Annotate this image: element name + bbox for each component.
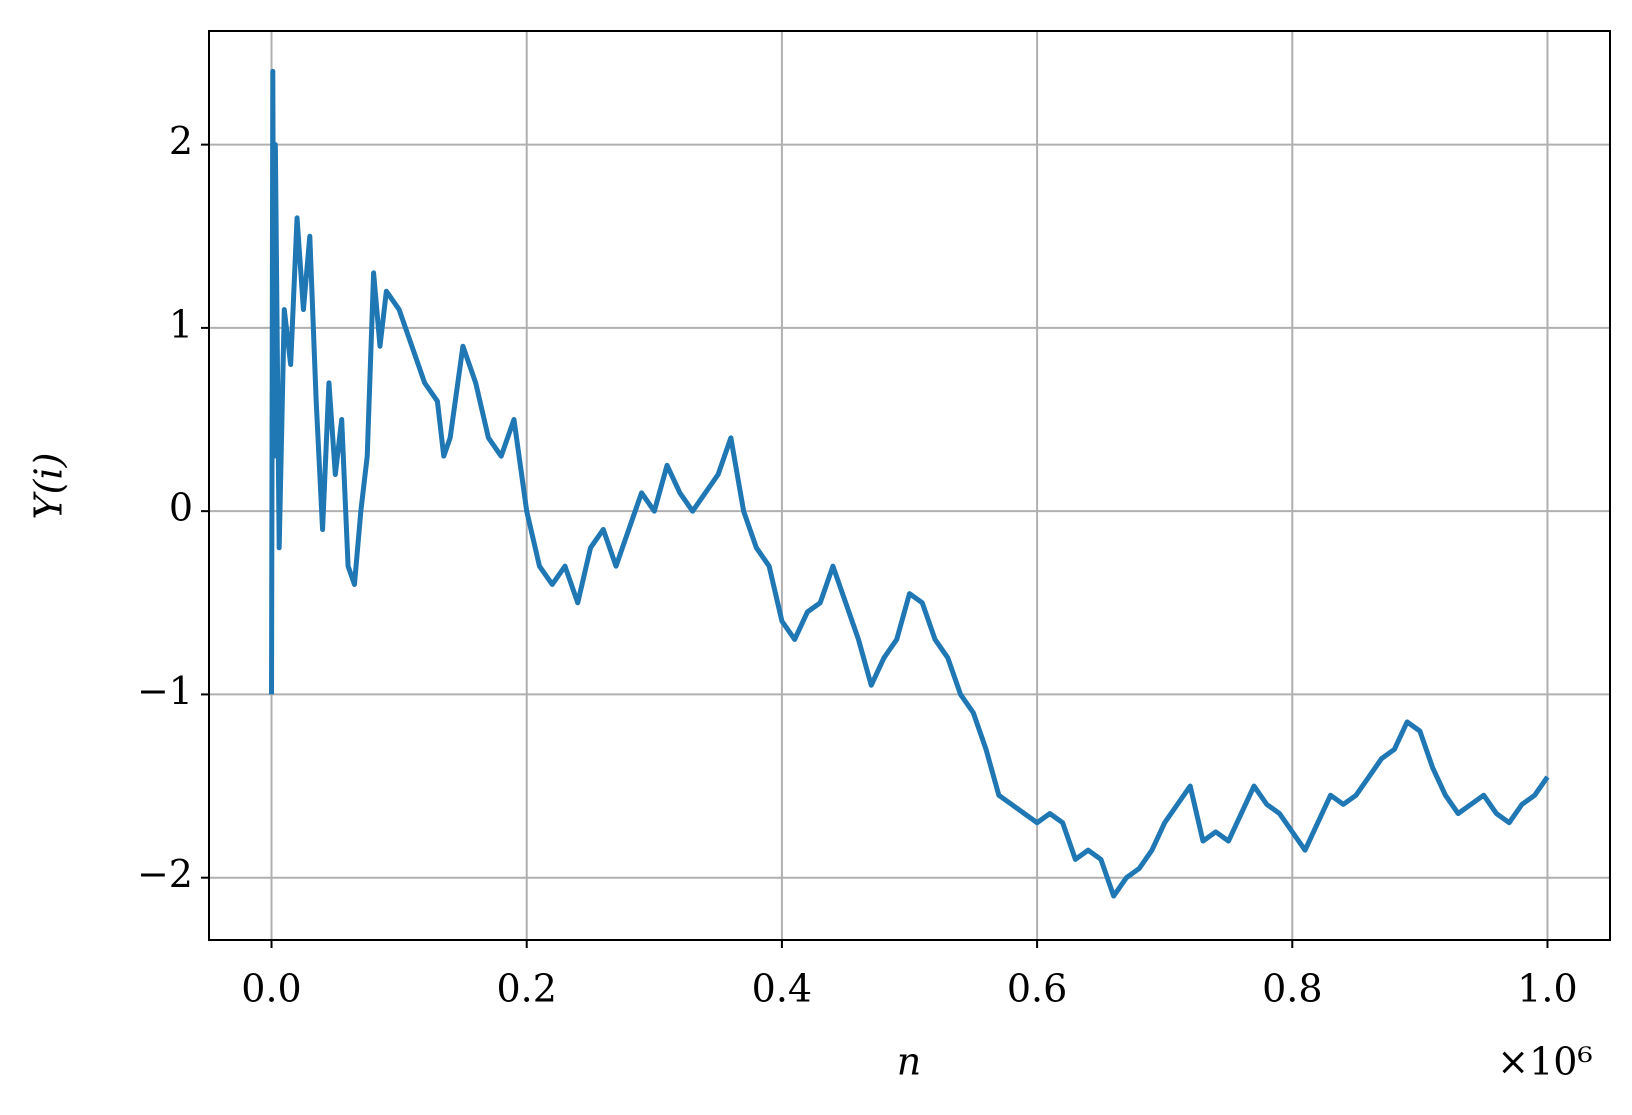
- y-tick-label: 0: [169, 486, 193, 530]
- y-tick-label: −2: [137, 852, 193, 896]
- x-tick-label: 0.0: [241, 967, 301, 1011]
- x-tick-label: 0.4: [752, 967, 812, 1011]
- y-tick-label: 1: [169, 302, 193, 346]
- y-tick-label: −1: [137, 669, 193, 713]
- x-tick-label: 0.8: [1262, 967, 1322, 1011]
- x-offset-label: ×10⁶: [1497, 1040, 1592, 1084]
- x-tick-label: 0.2: [496, 967, 556, 1011]
- plot-frame: [208, 30, 1611, 941]
- x-tick-label: 0.6: [1007, 967, 1067, 1011]
- x-axis-label: n: [897, 1040, 921, 1084]
- y-axis-label: Y(i): [27, 453, 71, 520]
- data-line: [269, 68, 1550, 899]
- x-tick-label: 1.0: [1517, 967, 1577, 1011]
- y-tick-label: 2: [169, 119, 193, 163]
